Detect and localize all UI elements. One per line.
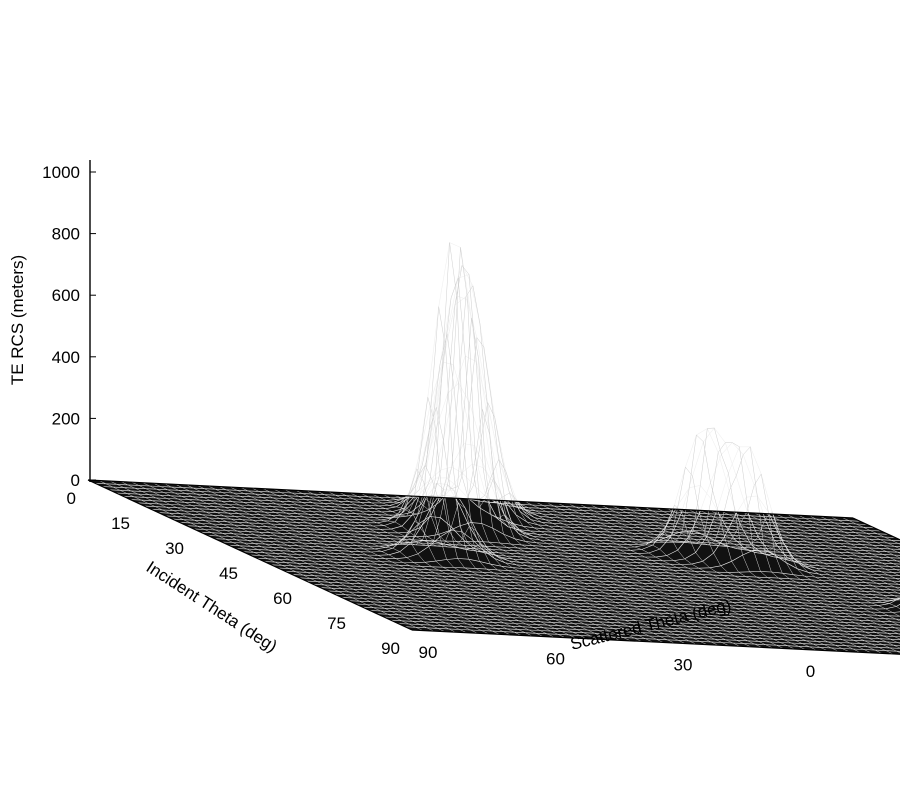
mesh-line-scattered — [295, 482, 620, 641]
mesh-line-scattered — [208, 485, 533, 637]
mesh-line-scattered — [645, 507, 900, 626]
incident-tick-label: 90 — [381, 639, 400, 658]
z-tick-label: 200 — [52, 409, 80, 428]
mesh-line-scattered — [590, 434, 900, 649]
mesh-line-scattered — [688, 509, 900, 601]
z-tick-label: 400 — [52, 348, 80, 367]
mesh-line-scattered — [142, 482, 467, 633]
mesh-line-scattered — [393, 318, 719, 646]
mesh-line-scattered — [448, 336, 773, 649]
surface-edge — [87, 479, 413, 631]
mesh-line-scattered — [459, 401, 784, 649]
mesh-line-scattered — [426, 264, 751, 648]
scattered-tick-label: 90 — [419, 643, 438, 662]
mesh-line-scattered — [98, 480, 424, 631]
mesh-line-scattered — [131, 481, 456, 633]
mesh-line-scattered — [339, 468, 664, 643]
mesh-line-scattered — [437, 285, 762, 648]
mesh-line-scattered — [623, 446, 900, 635]
surface-mesh — [87, 242, 900, 655]
mesh-line-scattered — [382, 247, 708, 645]
surface-base — [88, 480, 900, 655]
mesh-line-scattered — [787, 514, 900, 568]
mesh-line-scattered — [240, 487, 566, 638]
mesh-line-scattered — [656, 507, 900, 622]
scattered-tick-label: 60 — [546, 649, 565, 668]
mesh-line-scattered — [579, 466, 900, 653]
mesh-line-scattered — [634, 473, 900, 631]
mesh-line-scattered — [415, 278, 741, 647]
z-tick-label: 800 — [52, 225, 80, 244]
mesh-line-scattered — [677, 509, 900, 610]
mesh-line-scattered — [721, 511, 900, 595]
mesh-line-scattered — [120, 481, 445, 632]
mesh-line-scattered — [524, 501, 850, 652]
incident-tick-label: 15 — [111, 514, 130, 533]
mesh-line-scattered — [262, 488, 588, 639]
mesh-line-scattered — [699, 510, 900, 601]
mesh-line-scattered — [830, 516, 900, 550]
mesh-line-scattered — [732, 511, 900, 590]
surface-edge — [87, 479, 854, 519]
incident-theta-ticks: 0 15 30 45 60 75 90 — [67, 489, 400, 658]
mesh-line-scattered — [229, 486, 555, 638]
z-tick-label: 600 — [52, 286, 80, 305]
mesh-line-scattered — [251, 487, 577, 639]
incident-tick-label: 30 — [165, 539, 184, 558]
scattered-tick-label: 30 — [674, 656, 693, 675]
z-tick-label: 1000 — [42, 163, 80, 182]
scattered-tick-label: 0 — [806, 662, 815, 681]
mesh-line-scattered — [284, 489, 609, 641]
mesh-line-scattered — [754, 512, 900, 581]
mesh-line-scattered — [328, 491, 653, 643]
mesh-line-scattered — [601, 427, 900, 644]
z-axis-label: TE RCS (meters) — [8, 255, 27, 385]
incident-tick-label: 75 — [327, 614, 346, 633]
incident-tick-label: 60 — [273, 589, 292, 608]
mesh-line-scattered — [273, 488, 598, 640]
mesh-line-scattered — [765, 513, 900, 577]
mesh-line-scattered — [557, 503, 883, 654]
mesh-line-scattered — [612, 442, 900, 640]
mesh-line-scattered — [481, 492, 806, 650]
mesh-line-scattered — [820, 516, 900, 554]
mesh-line-scattered — [197, 485, 522, 636]
mesh-line-scattered — [361, 306, 686, 644]
mesh-line-scattered — [743, 512, 900, 586]
surface-edge — [411, 629, 900, 655]
mesh-line-scattered — [317, 491, 642, 642]
mesh-line-scattered — [514, 500, 839, 652]
mesh-line-scattered — [546, 502, 872, 654]
mesh-line-scattered — [404, 333, 730, 646]
mesh-line-scattered — [710, 510, 900, 599]
mesh-line-scattered — [371, 242, 697, 645]
z-tick-label: 0 — [71, 471, 80, 490]
mesh-line-scattered — [568, 503, 894, 655]
x-axis-label: Incident Theta (deg) — [143, 557, 281, 656]
mesh-line-scattered — [218, 486, 544, 637]
mesh-line-scattered — [841, 517, 900, 545]
mesh-line-scattered — [186, 484, 511, 636]
mesh-line-scattered — [503, 500, 828, 651]
mesh-line-scattered — [306, 484, 631, 642]
mesh-line-scattered — [776, 513, 900, 572]
mesh-line-scattered — [109, 480, 435, 632]
mesh-line-scattered — [667, 508, 900, 617]
incident-tick-label: 45 — [219, 564, 238, 583]
mesh-line-scattered — [470, 458, 795, 650]
incident-tick-label: 0 — [67, 489, 76, 508]
mesh-line-scattered — [153, 483, 478, 634]
mesh-line-scattered — [798, 515, 900, 563]
mesh-line-scattered — [350, 397, 675, 644]
mesh-line-scattered — [809, 515, 900, 559]
mesh-line-scattered — [175, 484, 500, 635]
mesh-line-scattered — [164, 483, 489, 635]
mesh-line-scattered — [492, 499, 817, 651]
mesh-line-scattered — [535, 502, 861, 653]
z-ticks: 0 200 400 600 800 1000 — [42, 163, 96, 490]
